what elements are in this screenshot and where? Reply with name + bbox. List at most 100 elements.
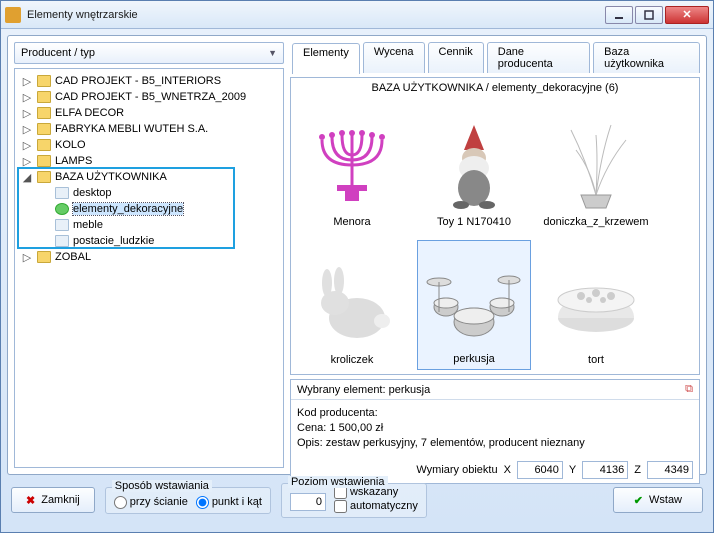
tree-item[interactable]: ▷ CAD PROJEKT - B5_WNETRZA_2009 — [17, 89, 281, 105]
at-wall-radio[interactable]: przy ścianie — [114, 496, 188, 509]
close-button[interactable]: ✕ — [665, 6, 709, 24]
expand-icon[interactable]: ▷ — [21, 251, 33, 264]
thumbnail-item[interactable]: perkusja — [417, 240, 531, 370]
client-area: Producent / typ ▼ ▷ CAD PROJEKT - B5_INTE… — [1, 29, 713, 532]
tree-item-label: CAD PROJEKT - B5_WNETRZA_2009 — [55, 91, 246, 103]
thumbnail-image — [302, 255, 402, 350]
automatic-checkbox[interactable]: automatyczny — [334, 500, 418, 513]
expand-icon[interactable]: ▷ — [21, 139, 33, 152]
thumbnail-item[interactable]: Menora — [295, 102, 409, 232]
chevron-down-icon: ▼ — [268, 48, 277, 58]
producer-code-line: Kod producenta: — [297, 406, 693, 421]
level-input[interactable] — [290, 493, 326, 511]
thumbnail-label: Menora — [333, 216, 370, 228]
info-copy-icon[interactable]: ⧉ — [685, 383, 693, 396]
folder-icon — [37, 91, 51, 103]
node-icon — [55, 203, 69, 215]
thumbnail-image — [302, 117, 402, 212]
tree-item[interactable]: ▷ KOLO — [17, 137, 281, 153]
dim-x-input[interactable] — [517, 461, 563, 479]
folder-icon — [55, 187, 69, 199]
tab-wycena[interactable]: Wycena — [363, 42, 425, 73]
bottom-bar: ✖ Zamknij Sposób wstawiania przy ścianie… — [7, 481, 707, 519]
folder-icon — [37, 107, 51, 119]
price-line: Cena: 1 500,00 zł — [297, 421, 693, 436]
folder-icon — [55, 235, 69, 247]
tree-item-label: postacie_ludzkie — [73, 235, 154, 247]
tree-item[interactable]: elementy_dekoracyjne — [17, 201, 281, 217]
insert-level-title: Poziom wstawienia — [288, 476, 388, 488]
thumbnail-item[interactable]: kroliczek — [295, 240, 409, 370]
check-icon: ✔ — [634, 494, 643, 507]
thumbnail-label: kroliczek — [331, 354, 374, 366]
expand-icon[interactable]: ▷ — [21, 107, 33, 120]
thumbnail-item[interactable]: Toy 1 N170410 — [417, 102, 531, 232]
producer-type-combo[interactable]: Producent / typ ▼ — [14, 42, 284, 64]
content-header: BAZA UŻYTKOWNIKA / elementy_dekoracyjne … — [291, 78, 699, 98]
tree-item-label: CAD PROJEKT - B5_INTERIORS — [55, 75, 221, 87]
folder-icon — [37, 123, 51, 135]
tree-item-label: elementy_dekoracyjne — [73, 203, 183, 215]
folder-icon — [37, 155, 51, 167]
tab-baza-użytkownika[interactable]: Baza użytkownika — [593, 42, 700, 73]
close-button-label: Zamknij — [41, 494, 80, 506]
right-column: ElementyWycenaCennikDane producentaBaza … — [290, 42, 700, 468]
point-angle-radio[interactable]: punkt i kąt — [196, 496, 262, 509]
tree-item-label: ELFA DECOR — [55, 107, 124, 119]
tree-item[interactable]: ◢BAZA UŻYTKOWNIKA — [17, 169, 281, 185]
folder-icon — [37, 75, 51, 87]
expand-icon[interactable]: ▷ — [21, 123, 33, 136]
tree-item[interactable]: ▷ FABRYKA MEBLI WUTEH S.A. — [17, 121, 281, 137]
window: Elementy wnętrzarskie ✕ Producent / typ … — [0, 0, 714, 533]
info-panel: Wybrany element: perkusja ⧉ Kod producen… — [290, 379, 700, 484]
expand-icon[interactable]: ▷ — [21, 91, 33, 104]
tree-panel[interactable]: ▷ CAD PROJEKT - B5_INTERIORS ▷ CAD PROJEKT … — [14, 68, 284, 468]
tab-cennik[interactable]: Cennik — [428, 42, 484, 73]
expand-icon[interactable]: ▷ — [21, 75, 33, 88]
dim-y-input[interactable] — [582, 461, 628, 479]
tab-elementy[interactable]: Elementy — [292, 43, 360, 74]
tree-item-label: KOLO — [55, 139, 86, 151]
minimize-button[interactable] — [605, 6, 633, 24]
thumbnail-item[interactable]: doniczka_z_krzewem — [539, 102, 653, 232]
app-icon — [5, 7, 21, 23]
insert-level-group: Poziom wstawienia wskazany automatyczny — [281, 483, 427, 518]
tree-item-label: meble — [73, 219, 103, 231]
tree-item[interactable]: ▷LAMPS — [17, 153, 281, 169]
combo-label: Producent / typ — [21, 47, 95, 59]
expand-icon[interactable]: ◢ — [21, 171, 33, 184]
tree-item-label: desktop — [73, 187, 112, 199]
thumbnail-label: doniczka_z_krzewem — [543, 216, 648, 228]
maximize-button[interactable] — [635, 6, 663, 24]
thumbnail-image — [424, 254, 524, 349]
tab-dane-producenta[interactable]: Dane producenta — [487, 42, 590, 73]
close-app-button[interactable]: ✖ Zamknij — [11, 487, 95, 513]
dimensions-label: Wymiary obiektu — [416, 464, 497, 476]
dim-x-label: X — [504, 464, 511, 476]
tree-item[interactable]: ▷ ELFA DECOR — [17, 105, 281, 121]
left-column: Producent / typ ▼ ▷ CAD PROJEKT - B5_INTE… — [14, 42, 284, 468]
insert-button[interactable]: ✔ Wstaw — [613, 487, 703, 513]
content-panel: BAZA UŻYTKOWNIKA / elementy_dekoracyjne … — [290, 77, 700, 375]
selected-element-label: Wybrany element: perkusja — [297, 384, 430, 396]
close-icon: ✖ — [26, 494, 35, 507]
dim-z-label: Z — [634, 464, 641, 476]
dim-z-input[interactable] — [647, 461, 693, 479]
thumbnail-item[interactable]: tort — [539, 240, 653, 370]
tree-item[interactable]: meble — [17, 217, 281, 233]
folder-icon — [37, 171, 51, 183]
thumbnails-grid: Menora Toy 1 N170410 doniczka_z_krzewemkro… — [291, 98, 699, 374]
thumbnail-label: perkusja — [453, 353, 495, 365]
titlebar[interactable]: Elementy wnętrzarskie ✕ — [1, 1, 713, 29]
insert-mode-group: Sposób wstawiania przy ścianie punkt i k… — [105, 487, 271, 514]
tree-item[interactable]: desktop — [17, 185, 281, 201]
expand-icon[interactable]: ▷ — [21, 155, 33, 168]
description-line: Opis: zestaw perkusyjny, 7 elementów, pr… — [297, 436, 693, 451]
tree-item[interactable]: ▷ZOBAL — [17, 249, 281, 265]
folder-icon — [55, 219, 69, 231]
thumbnail-image — [546, 117, 646, 212]
thumbnail-label: tort — [588, 354, 604, 366]
tree-item-label: FABRYKA MEBLI WUTEH S.A. — [55, 123, 208, 135]
tree-item[interactable]: ▷ CAD PROJEKT - B5_INTERIORS — [17, 73, 281, 89]
tree-item[interactable]: postacie_ludzkie — [17, 233, 281, 249]
